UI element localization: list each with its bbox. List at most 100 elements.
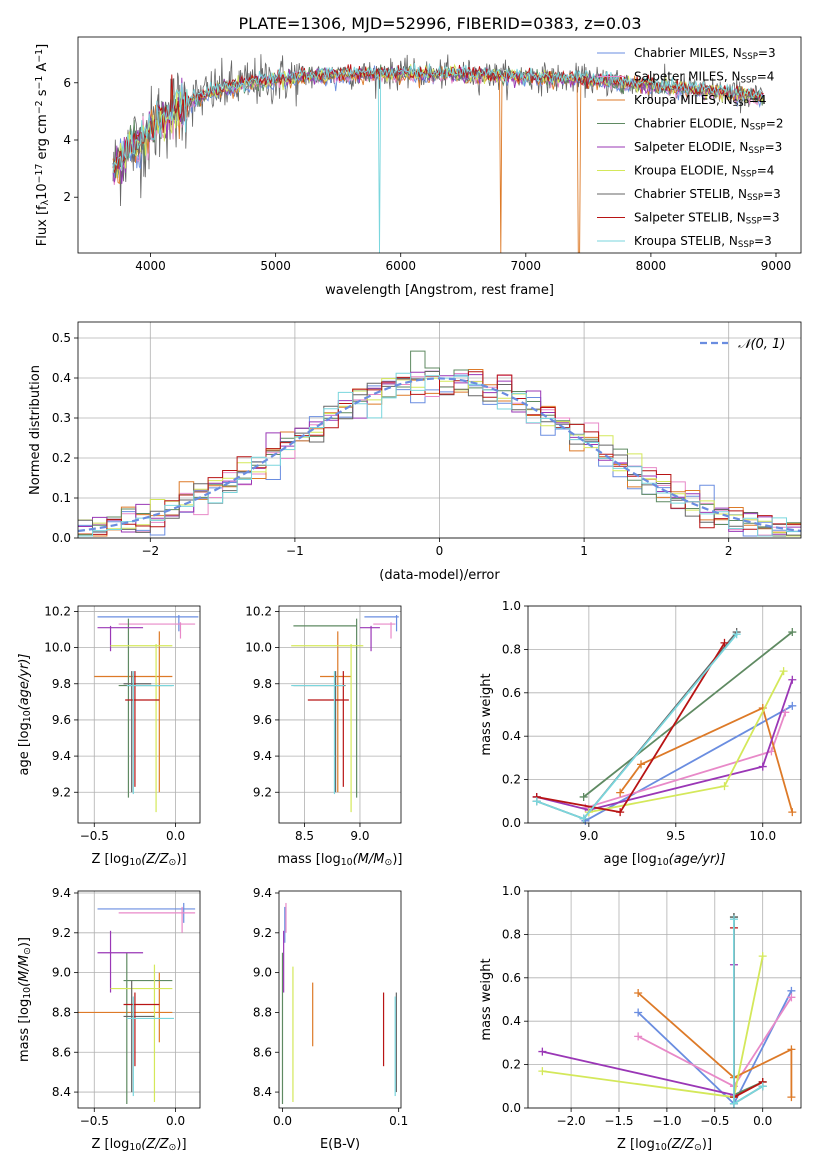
y-axis-label-part: mass [log xyxy=(17,999,32,1062)
x-axis-label-part: 10 xyxy=(129,857,141,868)
x-axis-label: Z [log10(Z/Z⊙)] xyxy=(617,1137,712,1153)
series-line xyxy=(536,642,726,814)
y-axis-label-part: (age/yr)] xyxy=(17,654,32,711)
y-tick-label: 10.0 xyxy=(245,641,272,655)
series-line xyxy=(733,917,764,1097)
x-tick-label: −1.0 xyxy=(652,1114,681,1128)
x-axis-label-part: )] xyxy=(702,1137,712,1152)
y-tick-label: 9.6 xyxy=(52,713,71,727)
y-axis-label-part: s xyxy=(35,89,50,100)
legend-label-part: Kroupa MILES, N xyxy=(634,93,733,107)
y-tick-label: 9.0 xyxy=(52,966,71,980)
data-point-marker xyxy=(538,1047,547,1056)
legend-label-part: SSP xyxy=(741,170,757,180)
legend-label: Salpeter STELIB, NSSP=3 xyxy=(634,211,780,227)
panel-weight_vs_Z: −2.0 −1.5 −1.0 −0.5 0.0 0.0 0.2 0.4 0.6 0.8 1.0 Z [… xyxy=(479,884,802,1153)
x-axis-label: Z [log10(Z/Z⊙)] xyxy=(91,852,186,868)
data-point-marker xyxy=(758,1082,767,1091)
legend-label-part: SSP xyxy=(733,99,749,109)
legend-label-part: Chabrier ELODIE, N xyxy=(634,117,750,131)
y-tick-label: 9.4 xyxy=(52,886,71,900)
legend-label-part: Kroupa STELIB, N xyxy=(634,234,738,248)
series-line xyxy=(536,679,794,811)
data-point-marker xyxy=(616,808,625,817)
y-tick-label: 0.8 xyxy=(502,642,521,656)
y-axis-label: mass weight xyxy=(479,958,494,1040)
x-tick-label: 0.0 xyxy=(166,1114,185,1128)
series-line xyxy=(583,631,793,798)
y-axis-label-part: erg cm xyxy=(35,114,50,163)
y-axis-label-part: −17 xyxy=(34,164,45,184)
series-line xyxy=(637,992,793,1098)
x-tick-label: 5000 xyxy=(260,259,291,273)
panel-residuals: −2 −1 0 1 2 0.0 0.1 0.2 0.3 0.4 0.5 𝒩(0, 1) (data-mo… xyxy=(28,321,802,583)
figure-title: PLATE=1306, MJD=52996, FIBERID=0383, z=0… xyxy=(238,14,641,33)
legend-label-part: SSP xyxy=(738,240,754,250)
x-axis-label: wavelength [Angstrom, rest frame] xyxy=(325,283,554,298)
y-tick-label: 8.8 xyxy=(253,1005,272,1019)
y-axis-label: mass [log10(M/M⊙)] xyxy=(17,937,33,1062)
panel-age_vs_Z: −0.5 0.09.29.49.69.810.010.2Z [log10(Z/Z⊙… xyxy=(17,604,201,868)
panel-mass_vs_Z: −0.5 0.08.48.68.89.09.29.4Z [log10(Z/Z⊙)]… xyxy=(17,886,201,1153)
y-axis-label-part: A xyxy=(35,63,50,76)
y-tick-label: 10.0 xyxy=(44,641,71,655)
axes-frame xyxy=(77,605,201,824)
x-tick-label: 8000 xyxy=(636,259,667,273)
panel-spectrum: 4000 5000 6000 7000 8000 9000 2 4 6 Chabrier MILE… xyxy=(34,36,802,298)
x-tick-label: −0.5 xyxy=(80,1114,109,1128)
y-tick-label: 9.6 xyxy=(253,713,272,727)
x-axis-label-part: Z [log xyxy=(91,852,129,867)
data-point-marker xyxy=(616,788,625,797)
x-tick-label: 10.0 xyxy=(749,829,776,843)
y-tick-label: 0.4 xyxy=(502,1014,521,1028)
data-point-marker xyxy=(788,701,797,710)
x-axis-label-part: 10 xyxy=(655,1142,667,1153)
legend-label-part: =3 xyxy=(765,140,783,154)
legend-label: 𝒩(0, 1) xyxy=(738,337,785,352)
data-point-marker xyxy=(779,667,788,676)
legend-label-part: SSP xyxy=(748,146,764,156)
data-point-marker xyxy=(532,797,541,806)
y-tick-label: 9.2 xyxy=(253,785,272,799)
x-tick-label: 7000 xyxy=(511,259,542,273)
data-point-marker xyxy=(634,1032,643,1041)
x-tick-label: 4000 xyxy=(135,259,166,273)
series-line xyxy=(619,706,794,813)
legend-label: Kroupa STELIB, NSSP=3 xyxy=(634,234,772,250)
x-tick-label: −0.5 xyxy=(80,829,109,843)
y-tick-label: 6 xyxy=(63,76,71,90)
series-line xyxy=(536,631,738,820)
x-tick-label: 1 xyxy=(580,544,588,558)
data-point-marker xyxy=(732,630,741,639)
x-axis-label: (data-model)/error xyxy=(379,568,500,583)
y-tick-label: 9.4 xyxy=(253,749,272,763)
y-tick-label: 0.6 xyxy=(502,971,521,985)
x-tick-label: −1 xyxy=(286,544,304,558)
axes-frame xyxy=(77,890,201,1109)
panel-age_vs_mass: 8.5 9.0 9.2 9.4 9.6 9.8 10.0 10.2 mass [log10(M/… xyxy=(245,604,402,868)
panel-weight_vs_age: 9.0 9.5 10.0 0.0 0.2 0.4 0.6 0.8 1.0 age [log10(a… xyxy=(479,599,802,868)
x-axis-label: mass [log10(M/M⊙)] xyxy=(278,852,403,868)
legend-label-part: SSP xyxy=(750,123,766,133)
legend-label: Chabrier STELIB, NSSP=3 xyxy=(634,187,781,203)
histogram-step xyxy=(78,372,801,537)
axes-frame xyxy=(527,605,802,824)
x-axis-label-part: (Z/Z xyxy=(667,1137,695,1152)
y-axis-label: age [log10(age/yr)] xyxy=(17,654,33,776)
x-tick-label: 0.0 xyxy=(753,1114,772,1128)
y-tick-label: 0.0 xyxy=(502,816,521,830)
y-tick-label: 2 xyxy=(63,190,71,204)
x-axis-label-part: 10 xyxy=(341,857,353,868)
legend-label: Kroupa ELODIE, NSSP=4 xyxy=(634,164,774,180)
x-tick-label: 2 xyxy=(725,544,733,558)
legend-label-part: Salpeter ELODIE, N xyxy=(634,140,748,154)
legend-label-part: =4 xyxy=(749,93,767,107)
y-tick-label: 0.2 xyxy=(502,773,521,787)
y-tick-label: 0.3 xyxy=(52,411,71,425)
y-tick-label: 0.4 xyxy=(502,729,521,743)
legend-label-part: SSP xyxy=(741,76,757,86)
y-tick-label: 9.2 xyxy=(253,926,272,940)
panel-mass_vs_ebv: 0.0 0.1 8.4 8.6 8.8 9.0 9.2 9.4 E(B-V) xyxy=(253,886,408,1152)
